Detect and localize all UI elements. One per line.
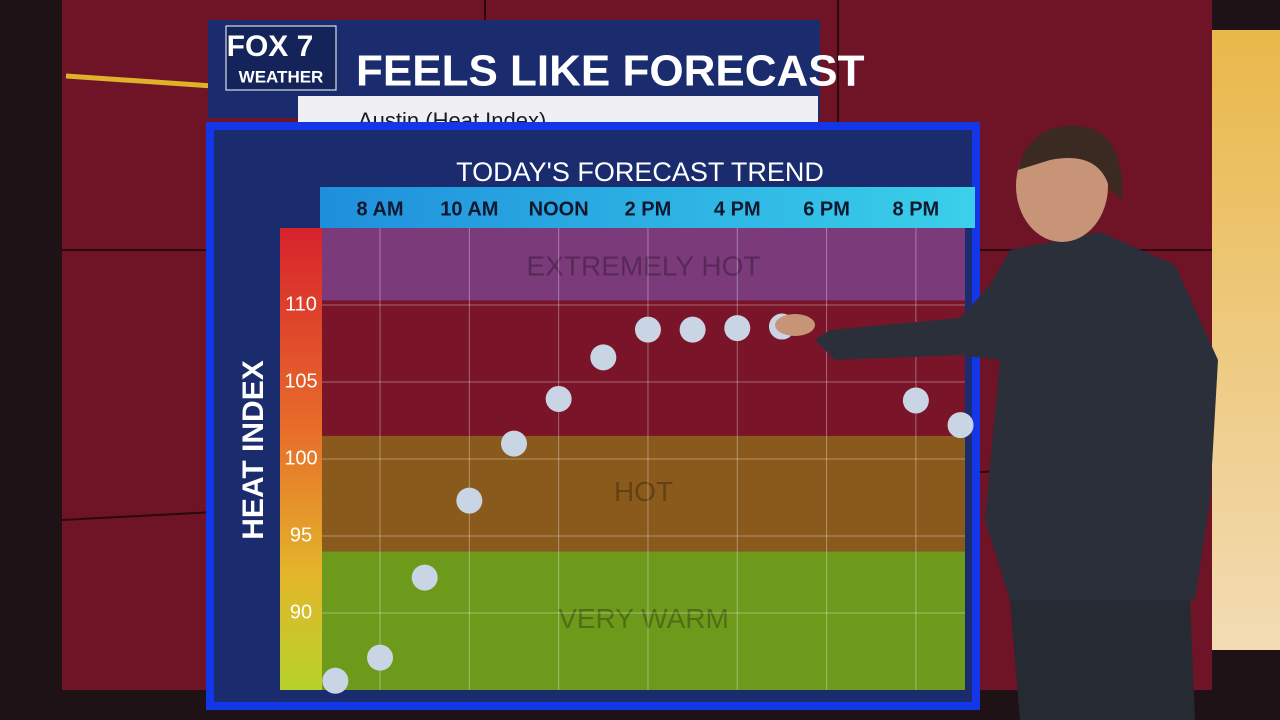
- x-tick-label: 8 PM: [893, 198, 940, 220]
- band-label: VERY WARM: [558, 603, 729, 634]
- y-tick-label: 100: [284, 447, 317, 469]
- chart-title: TODAY'S FORECAST TREND: [456, 157, 824, 187]
- logo: FOX 7: [227, 30, 314, 63]
- time-strip: [320, 187, 975, 228]
- point: [590, 344, 617, 371]
- scale-bar: [280, 228, 322, 690]
- band-label: EXTREMELY HOT: [527, 251, 761, 282]
- point: [411, 564, 438, 591]
- hand: [775, 314, 815, 336]
- point: [545, 385, 572, 412]
- point: [679, 316, 706, 343]
- point: [367, 644, 394, 671]
- y-tick-label: 90: [290, 601, 312, 623]
- trousers: [1010, 600, 1195, 720]
- point: [902, 387, 929, 414]
- x-tick-label: 10 AM: [440, 198, 498, 220]
- x-tick-label: 4 PM: [714, 198, 761, 220]
- y-tick-label: 110: [285, 293, 317, 315]
- studio-light: [1212, 30, 1280, 650]
- band-label: HOT: [614, 476, 673, 507]
- y-tick-label: 95: [290, 524, 312, 546]
- point: [501, 430, 528, 457]
- presenter: [775, 125, 1218, 720]
- plot: VERY WARM HOT EXTREMELY HOT 90 95 100 105 110 8 …: [284, 198, 974, 694]
- logo-sub: WEATHER: [239, 67, 324, 86]
- hair: [1018, 125, 1123, 200]
- band: [322, 435, 965, 552]
- y-axis-label: HEAT INDEX: [237, 360, 270, 539]
- band: [322, 228, 965, 301]
- point: [634, 316, 661, 343]
- point: [456, 487, 483, 514]
- x-tick-label: 8 AM: [357, 198, 404, 220]
- header-title: FEELS LIKE FORECAST: [356, 47, 865, 96]
- y-tick-label: 105: [284, 370, 317, 392]
- point: [322, 667, 349, 694]
- x-tick-label: 2 PM: [625, 198, 672, 220]
- point: [947, 412, 974, 439]
- x-tick-label: NOON: [529, 198, 589, 220]
- point: [724, 315, 751, 342]
- suit: [815, 232, 1218, 610]
- logo-box: [225, 25, 337, 91]
- x-tick-label: 6 PM: [803, 198, 850, 220]
